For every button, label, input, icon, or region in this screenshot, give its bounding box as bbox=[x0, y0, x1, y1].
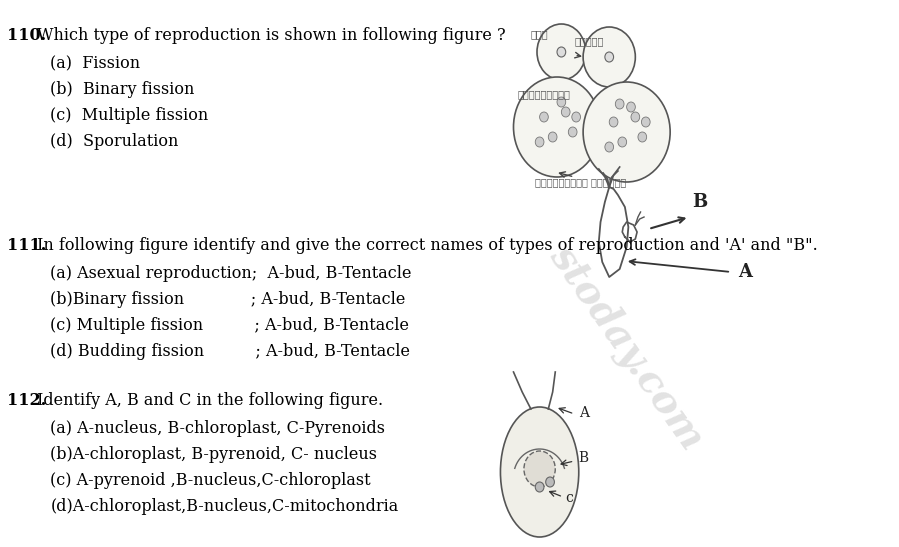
Circle shape bbox=[627, 102, 636, 112]
Text: કોષ: કોષ bbox=[531, 29, 548, 39]
Text: c: c bbox=[565, 491, 574, 505]
Circle shape bbox=[561, 107, 570, 117]
Circle shape bbox=[618, 137, 627, 147]
Circle shape bbox=[615, 99, 624, 109]
Text: 112.: 112. bbox=[7, 392, 46, 409]
Circle shape bbox=[539, 112, 548, 122]
Text: In following figure identify and give the correct names of types of reproduction: In following figure identify and give th… bbox=[37, 237, 817, 254]
Circle shape bbox=[568, 127, 577, 137]
Text: B: B bbox=[692, 193, 708, 211]
Text: (b)  Binary fission: (b) Binary fission bbox=[50, 81, 195, 98]
Circle shape bbox=[631, 112, 640, 122]
Text: Which type of reproduction is shown in following figure ?: Which type of reproduction is shown in f… bbox=[37, 27, 505, 44]
Text: કુટપ્રજીય બીજાણુ: કુટપ્રજીય બીજાણુ bbox=[535, 177, 627, 187]
Circle shape bbox=[548, 132, 557, 142]
Circle shape bbox=[641, 117, 650, 127]
Circle shape bbox=[610, 117, 618, 127]
Ellipse shape bbox=[501, 407, 579, 537]
Circle shape bbox=[557, 47, 565, 57]
Circle shape bbox=[605, 142, 614, 152]
Circle shape bbox=[513, 77, 601, 177]
Text: A: A bbox=[579, 406, 589, 420]
Text: (c) A-pyrenoid ,B-nucleus,C-chloroplast: (c) A-pyrenoid ,B-nucleus,C-chloroplast bbox=[50, 472, 371, 489]
Text: બહુવિભાજન: બહુવિભાજન bbox=[518, 89, 571, 99]
Circle shape bbox=[535, 482, 544, 492]
Text: (b)Binary fission             ; A-bud, B-Tentacle: (b)Binary fission ; A-bud, B-Tentacle bbox=[50, 291, 405, 308]
Circle shape bbox=[583, 27, 636, 87]
Text: 110.: 110. bbox=[7, 27, 46, 44]
Text: B: B bbox=[579, 451, 589, 465]
Text: (d)A-chloroplast,B-nucleus,C-mitochondria: (d)A-chloroplast,B-nucleus,C-mitochondri… bbox=[50, 498, 399, 515]
Circle shape bbox=[546, 477, 555, 487]
Circle shape bbox=[605, 52, 614, 62]
Circle shape bbox=[524, 451, 556, 487]
Text: 111.: 111. bbox=[7, 237, 46, 254]
Circle shape bbox=[557, 97, 565, 107]
Text: (b)A-chloroplast, B-pyrenoid, C- nucleus: (b)A-chloroplast, B-pyrenoid, C- nucleus bbox=[50, 446, 378, 463]
Text: stoday.com: stoday.com bbox=[542, 237, 711, 457]
Text: બીજકણ: બીજકણ bbox=[574, 36, 604, 46]
Text: (d) Budding fission          ; A-bud, B-Tentacle: (d) Budding fission ; A-bud, B-Tentacle bbox=[50, 343, 411, 360]
Text: Identify A, B and C in the following figure.: Identify A, B and C in the following fig… bbox=[37, 392, 383, 409]
Circle shape bbox=[537, 24, 586, 80]
Text: A: A bbox=[738, 263, 752, 281]
Circle shape bbox=[572, 112, 581, 122]
Text: (a) Asexual reproduction;  A-bud, B-Tentacle: (a) Asexual reproduction; A-bud, B-Tenta… bbox=[50, 265, 412, 282]
Text: (a)  Fission: (a) Fission bbox=[50, 55, 140, 72]
Text: (d)  Sporulation: (d) Sporulation bbox=[50, 133, 179, 150]
Text: (a) A-nucleus, B-chloroplast, C-Pyrenoids: (a) A-nucleus, B-chloroplast, C-Pyrenoid… bbox=[50, 420, 386, 437]
Text: (c) Multiple fission          ; A-bud, B-Tentacle: (c) Multiple fission ; A-bud, B-Tentacle bbox=[50, 317, 409, 334]
Circle shape bbox=[535, 137, 544, 147]
Text: (c)  Multiple fission: (c) Multiple fission bbox=[50, 107, 209, 124]
Circle shape bbox=[583, 82, 670, 182]
Circle shape bbox=[638, 132, 646, 142]
